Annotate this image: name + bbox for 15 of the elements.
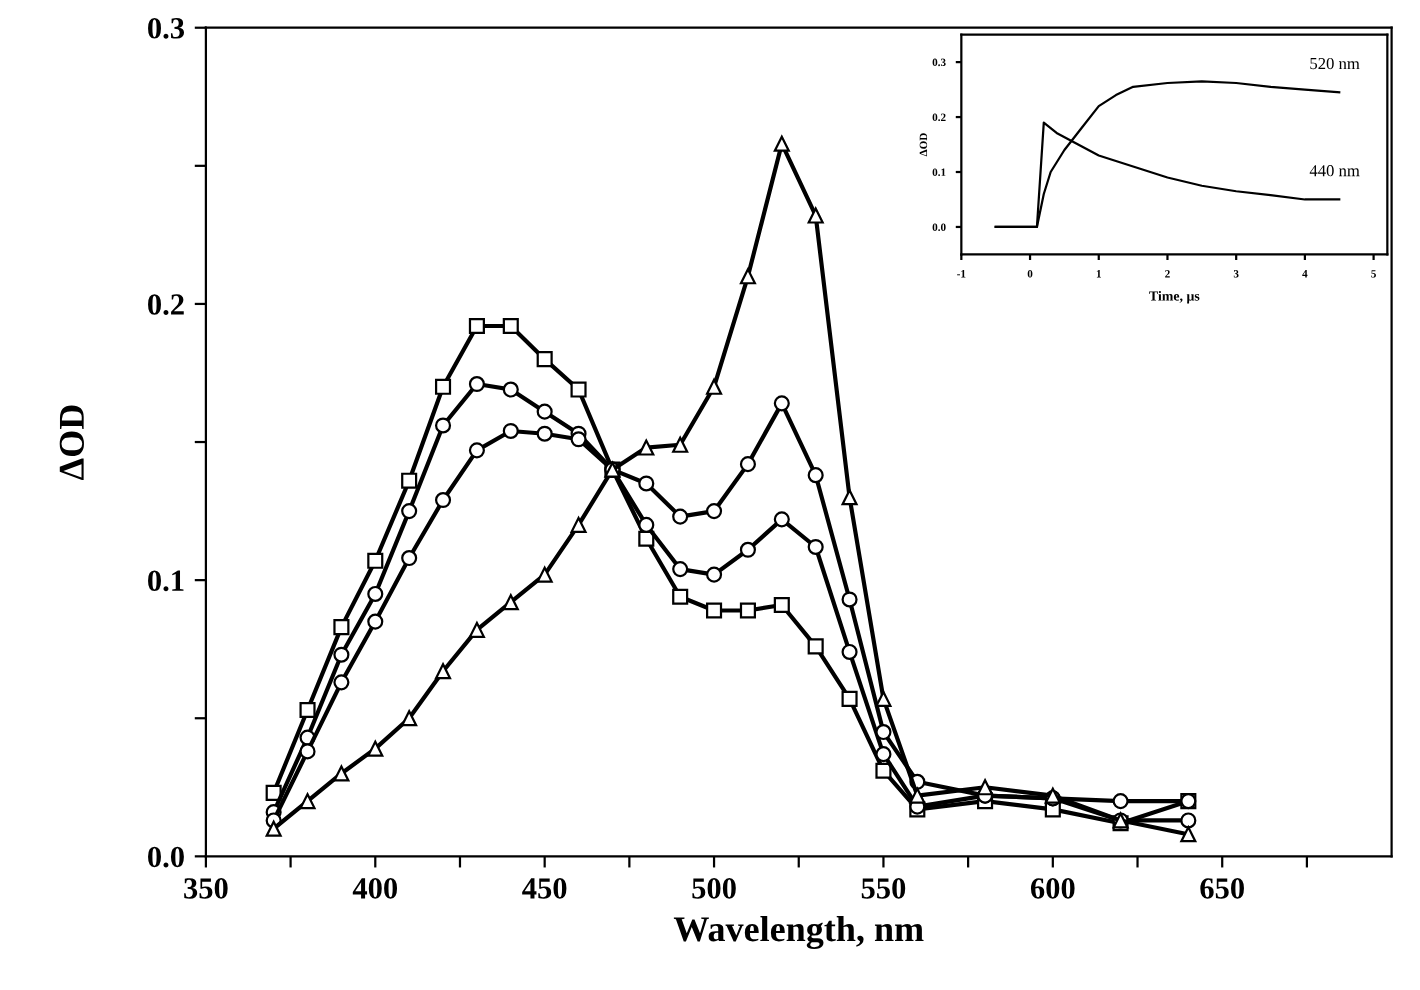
x-axis-title: Wavelength, nm — [673, 916, 924, 950]
y-tick-label: 0.2 — [148, 294, 184, 315]
y-tick-label: 0.1 — [148, 570, 184, 592]
series-label: 520 nm — [1310, 57, 1360, 70]
x-tick-label: 450 — [522, 878, 567, 899]
y-axis-title: ΔOD — [59, 405, 84, 480]
x-tick-label: 350 — [184, 878, 228, 899]
x-tick-label: 550 — [861, 878, 906, 899]
series-label: 440 nm — [1309, 165, 1360, 177]
y-tick-label: 0.3 — [148, 18, 185, 39]
x-tick-label: 600 — [1030, 878, 1075, 899]
x-tick-label: 400 — [352, 878, 398, 899]
x-tick-label: 650 — [1200, 878, 1244, 899]
x-tick-label: 500 — [692, 878, 736, 899]
y-tick-label: 0.0 — [148, 846, 184, 868]
